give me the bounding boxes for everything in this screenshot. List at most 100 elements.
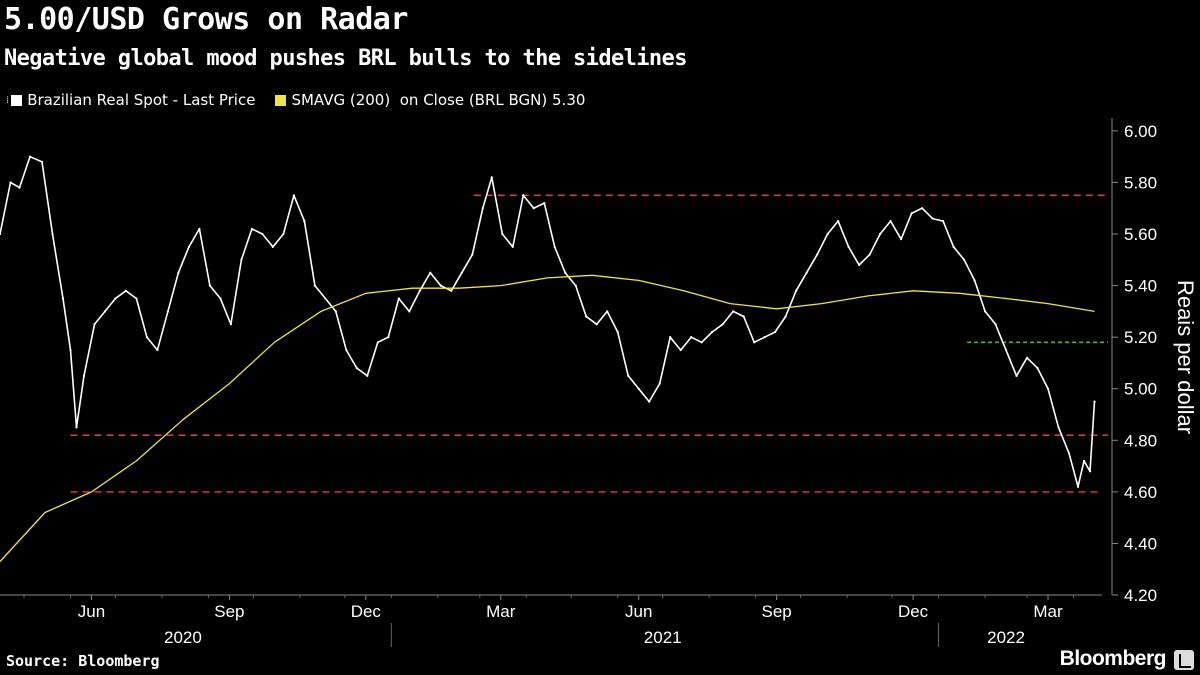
data-point <box>616 330 619 334</box>
data-point <box>1025 356 1029 359</box>
data-point <box>522 194 525 197</box>
data-point <box>732 310 735 313</box>
data-point <box>198 227 201 230</box>
data-point <box>366 374 369 377</box>
data-point <box>355 367 358 370</box>
data-point <box>28 155 32 158</box>
data-point <box>471 253 474 256</box>
data-point <box>156 348 159 352</box>
legend-item-smavg: SMAVG (200) on Close (BRL BGN) 5.30 <box>275 91 585 109</box>
data-point <box>910 212 913 215</box>
data-point <box>18 186 21 189</box>
data-point <box>637 387 640 390</box>
data-point <box>889 220 892 223</box>
data-point <box>387 336 390 339</box>
data-point <box>1076 485 1080 488</box>
data-point <box>574 284 577 287</box>
data-point <box>145 336 149 339</box>
data-point <box>51 232 54 236</box>
chart-subtitle: Negative global mood pushes BRL bulls to… <box>4 46 687 71</box>
series-line-smavg <box>0 274 1095 562</box>
data-point <box>1057 426 1060 429</box>
data-point <box>805 271 808 274</box>
data-point <box>261 232 264 236</box>
data-point <box>490 176 493 179</box>
data-point <box>952 245 955 249</box>
data-point <box>313 284 316 287</box>
data-point <box>1015 374 1018 377</box>
data-point <box>711 330 714 334</box>
data-point <box>648 400 651 403</box>
data-point <box>879 232 882 236</box>
data-point <box>166 310 170 313</box>
data-point <box>858 263 861 267</box>
data-point <box>1046 387 1050 390</box>
x-tick-label: Sep <box>214 602 244 621</box>
data-point <box>69 348 72 352</box>
data-point <box>606 310 609 313</box>
legend: ⁞ Brazilian Real Spot - Last Price SMAVG… <box>6 91 605 109</box>
data-point <box>75 426 78 429</box>
data-point <box>418 289 421 292</box>
data-point <box>240 258 243 261</box>
data-point <box>439 284 442 287</box>
legend-label-spot: Brazilian Real Spot - Last Price <box>27 91 256 109</box>
data-point <box>61 297 65 300</box>
data-point <box>837 220 840 223</box>
data-point <box>103 310 107 313</box>
data-point <box>585 315 588 318</box>
y-tick-label: 5.00 <box>1124 380 1157 399</box>
data-point <box>40 160 44 163</box>
data-point <box>564 271 567 274</box>
y-tick-label: 5.20 <box>1124 328 1157 347</box>
data-point <box>429 271 432 274</box>
data-point <box>920 207 924 210</box>
data-point <box>669 336 672 339</box>
data-point <box>700 341 703 344</box>
data-point <box>250 227 253 230</box>
data-point <box>93 323 96 326</box>
data-point <box>1088 470 1092 473</box>
data-point <box>303 220 306 223</box>
y-tick-label: 5.60 <box>1124 225 1157 244</box>
legend-marker-icon: ⁞ <box>6 94 10 106</box>
data-point <box>816 253 819 256</box>
data-point <box>208 284 212 287</box>
data-point <box>595 323 598 326</box>
data-point <box>460 271 463 274</box>
x-year-label: 2021 <box>644 628 682 647</box>
data-point <box>9 181 12 184</box>
data-point <box>690 336 693 339</box>
data-point <box>899 238 903 241</box>
series-line-spot <box>0 155 1096 488</box>
data-point <box>1093 400 1096 403</box>
data-point <box>1004 348 1008 352</box>
x-tick-label: Mar <box>486 602 516 621</box>
data-point <box>1036 367 1039 370</box>
data-point <box>229 323 232 326</box>
x-tick-label: Dec <box>351 602 382 621</box>
data-point <box>1067 452 1071 455</box>
data-point <box>1082 459 1086 463</box>
y-tick-label: 4.20 <box>1124 586 1157 605</box>
data-point <box>271 245 274 249</box>
data-point <box>292 194 295 197</box>
data-point <box>135 297 138 300</box>
chart-title: 5.00/USD Grows on Radar <box>4 2 408 37</box>
data-point <box>994 323 997 326</box>
data-point <box>324 297 327 300</box>
data-point <box>774 330 777 334</box>
data-point <box>501 232 504 236</box>
data-point <box>397 297 400 300</box>
data-point <box>219 297 222 300</box>
y-tick-label: 5.40 <box>1124 277 1157 296</box>
data-point <box>376 341 379 344</box>
y-tick-label: 4.60 <box>1124 483 1157 502</box>
data-point <box>282 232 285 236</box>
data-point <box>941 220 945 223</box>
data-point <box>345 348 348 352</box>
data-point <box>543 201 546 205</box>
data-point <box>931 217 934 220</box>
y-tick-label: 6.00 <box>1124 122 1157 141</box>
